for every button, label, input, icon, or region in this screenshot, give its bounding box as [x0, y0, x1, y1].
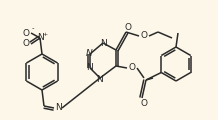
- Text: O: O: [124, 23, 131, 31]
- Text: -: -: [32, 25, 34, 31]
- Text: N: N: [96, 75, 102, 84]
- Text: N: N: [55, 103, 61, 113]
- Text: N: N: [86, 49, 92, 59]
- Text: N: N: [86, 63, 92, 72]
- Text: O: O: [140, 31, 148, 41]
- Text: O: O: [128, 63, 136, 72]
- Text: O: O: [140, 99, 148, 108]
- Text: O: O: [22, 29, 29, 37]
- Text: +: +: [42, 31, 48, 36]
- Text: O: O: [22, 39, 29, 48]
- Text: N: N: [37, 33, 43, 42]
- Text: N: N: [100, 39, 106, 48]
